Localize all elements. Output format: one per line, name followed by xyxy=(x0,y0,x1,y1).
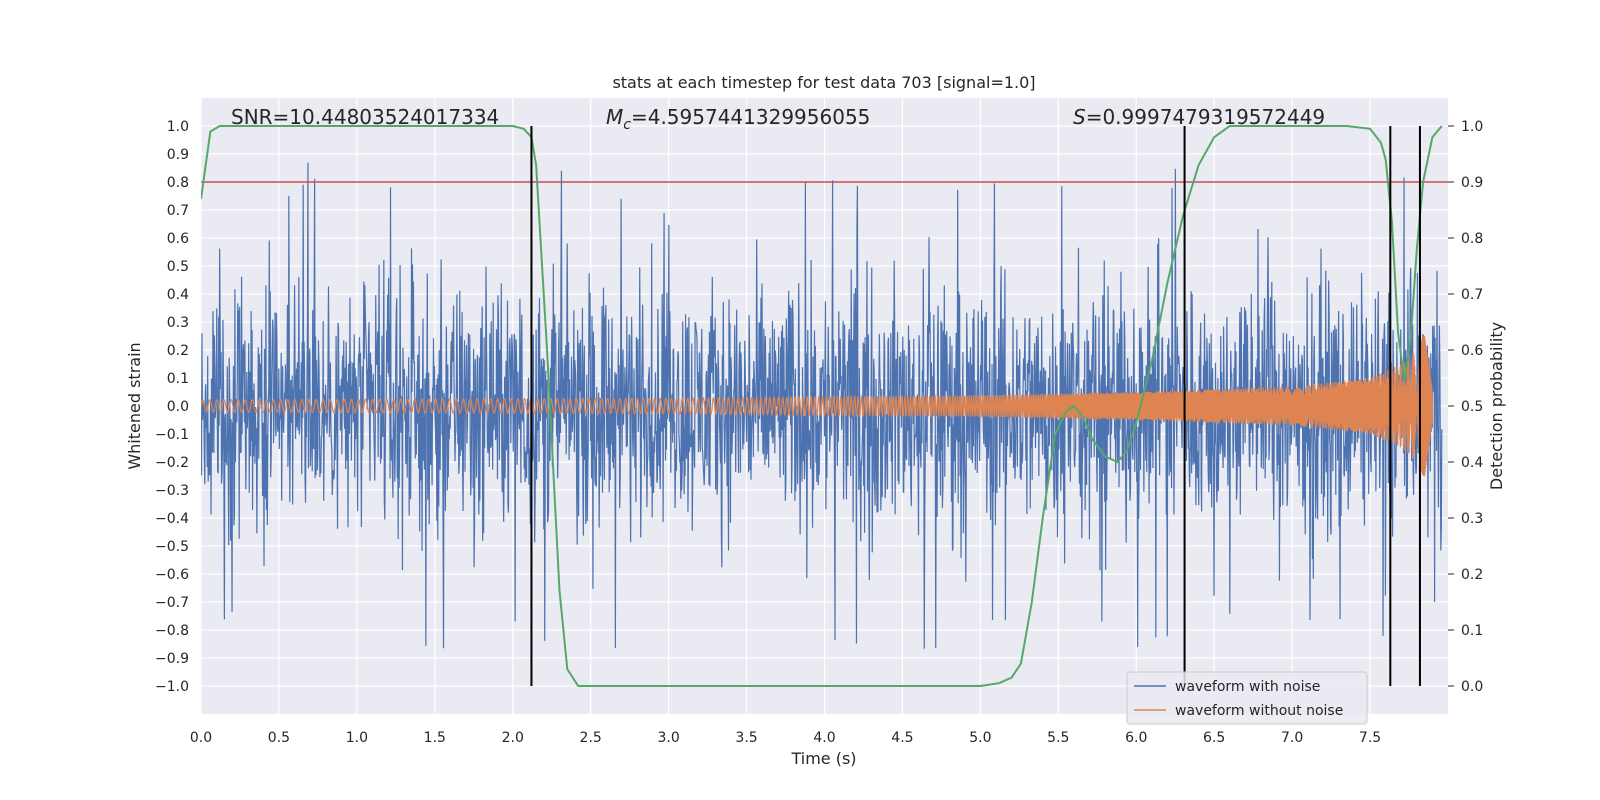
x-axis-ticks: 0.0 0.5 1.0 1.5 2.0 2.5 3.0 3.5 4.0 4.5 5.0 5.5 6.0 6… xyxy=(190,730,1381,746)
y-tick-label: −0.4 xyxy=(155,511,189,527)
x-tick-label: 3.5 xyxy=(735,730,757,746)
y-tick-label: 0.3 xyxy=(167,315,189,331)
y-tick-label: 0.2 xyxy=(167,343,189,359)
right-tick-label: 0.9 xyxy=(1461,175,1483,191)
right-tick-label: 0.0 xyxy=(1461,679,1483,695)
chirp-mass-value: =4.5957441329956055 xyxy=(631,105,870,129)
x-tick-label: 7.5 xyxy=(1359,730,1381,746)
series-detection-probability xyxy=(201,125,1443,687)
y-tick-label: −0.8 xyxy=(155,623,189,639)
x-tick-label: 6.0 xyxy=(1125,730,1147,746)
y-tick-label: −1.0 xyxy=(155,679,189,695)
s-value: =0.9997479319572449 xyxy=(1086,105,1325,129)
x-tick-label: 5.0 xyxy=(969,730,991,746)
y-tick-label: −0.5 xyxy=(155,539,189,555)
x-tick-label: 0.0 xyxy=(190,730,212,746)
y-tick-label: 0.9 xyxy=(167,147,189,163)
x-tick-label: 5.5 xyxy=(1047,730,1069,746)
right-tick-label: 1.0 xyxy=(1461,119,1483,135)
y-tick-label: 0.7 xyxy=(167,203,189,219)
y-tick-label: 0.0 xyxy=(167,399,189,415)
right-axis-label: Detection probability xyxy=(1487,322,1506,490)
x-tick-label: 1.5 xyxy=(424,730,446,746)
right-tick-label: 0.5 xyxy=(1461,399,1483,415)
legend: waveform with noise waveform without noi… xyxy=(1126,671,1368,725)
x-tick-label: 1.0 xyxy=(346,730,368,746)
y-tick-label: 0.8 xyxy=(167,175,189,191)
y-axis-ticks: 1.0 0.9 0.8 0.7 0.6 0.5 0.4 0.3 0.2 0.1 0.0 −0.1 −0.… xyxy=(155,119,189,695)
s-symbol: S xyxy=(1073,105,1086,129)
y-tick-label: 0.4 xyxy=(167,287,189,303)
x-axis-label: Time (s) xyxy=(790,749,856,768)
chart-title: stats at each timestep for test data 703… xyxy=(612,73,1035,92)
right-tick-label: 0.8 xyxy=(1461,231,1483,247)
legend-label-clean: waveform without noise xyxy=(1175,703,1343,719)
right-tick-label: 0.1 xyxy=(1461,623,1483,639)
vertical-markers xyxy=(530,126,1421,686)
y-tick-label: −0.9 xyxy=(155,651,189,667)
x-tick-label: 4.5 xyxy=(891,730,913,746)
right-tick-label: 0.7 xyxy=(1461,287,1483,303)
x-tick-label: 4.0 xyxy=(813,730,835,746)
series-waveform-without-noise xyxy=(201,335,1434,477)
y-axis-label: Whitened strain xyxy=(125,342,144,469)
y-tick-label: 0.6 xyxy=(167,231,189,247)
x-tick-label: 7.0 xyxy=(1281,730,1303,746)
chirp-mass-subscript: c xyxy=(623,117,631,133)
x-tick-label: 6.5 xyxy=(1203,730,1225,746)
y-tick-label: 0.5 xyxy=(167,259,189,275)
s-annotation: S=0.9997479319572449 xyxy=(1073,105,1325,129)
x-tick-label: 3.0 xyxy=(657,730,679,746)
y-tick-label: −0.7 xyxy=(155,595,189,611)
right-axis-ticks: 1.0 0.9 0.8 0.7 0.6 0.5 0.4 0.3 0.2 0.1 0.0 xyxy=(1448,119,1483,695)
x-tick-label: 2.5 xyxy=(580,730,602,746)
y-tick-label: −0.1 xyxy=(155,427,189,443)
right-tick-label: 0.2 xyxy=(1461,567,1483,583)
y-tick-label: −0.6 xyxy=(155,567,189,583)
x-tick-label: 2.0 xyxy=(502,730,524,746)
legend-label-noise: waveform with noise xyxy=(1175,679,1320,695)
y-tick-label: 1.0 xyxy=(167,119,189,135)
right-tick-label: 0.4 xyxy=(1461,455,1483,471)
right-tick-label: 0.3 xyxy=(1461,511,1483,527)
right-tick-label: 0.6 xyxy=(1461,343,1483,359)
y-tick-label: −0.3 xyxy=(155,483,189,499)
y-tick-label: 0.1 xyxy=(167,371,189,387)
chirp-mass-symbol: M xyxy=(606,105,623,129)
x-tick-label: 0.5 xyxy=(268,730,290,746)
snr-annotation: SNR=10.44803524017334 xyxy=(231,105,499,129)
y-tick-label: −0.2 xyxy=(155,455,189,471)
legend-box xyxy=(1126,671,1368,725)
chirp-mass-annotation: Mc=4.5957441329956055 xyxy=(606,105,870,133)
